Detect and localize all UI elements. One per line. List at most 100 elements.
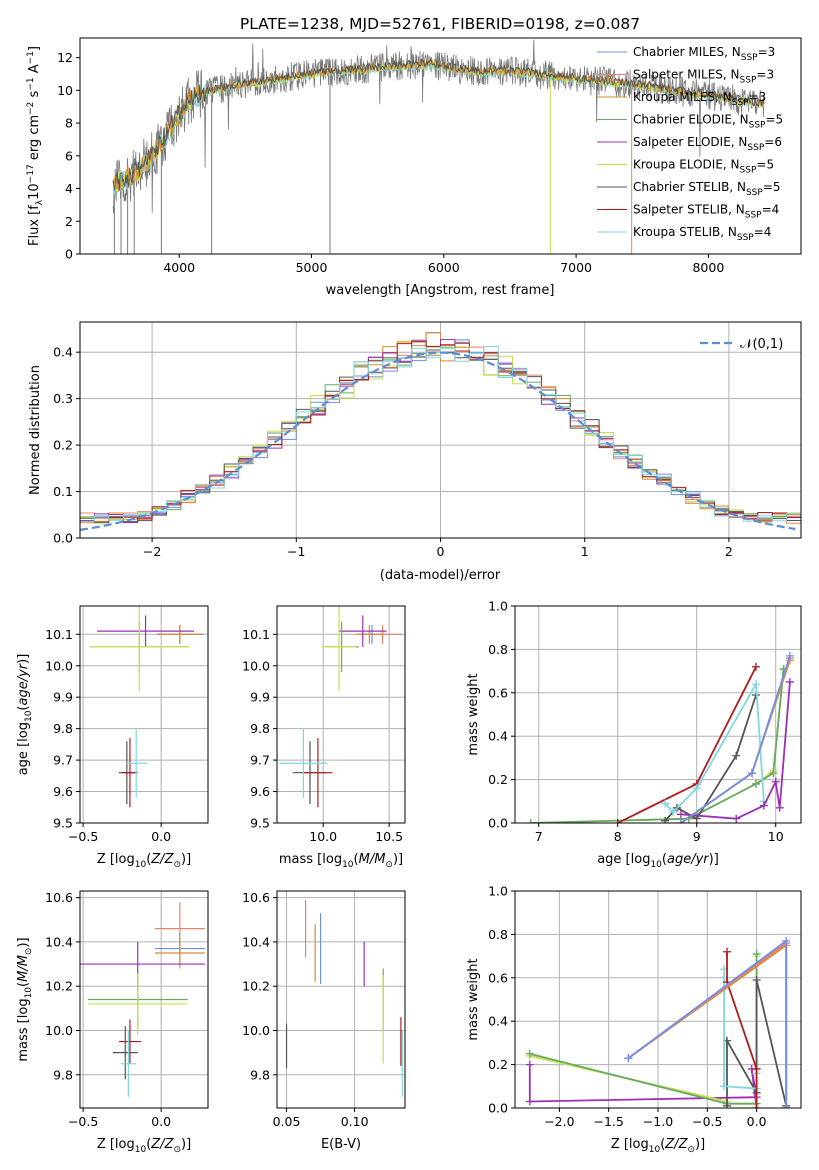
legend-label: Salpeter ELODIE, NSSP=6 xyxy=(633,135,782,153)
x-axis-label: Z [log10(Z/Z⊙)] xyxy=(97,852,191,870)
label-part: SSP xyxy=(746,188,763,198)
y-tick-label: 10.0 xyxy=(242,658,270,673)
figure-title: PLATE=1238, MJD=52761, FIBERID=0198, z=0… xyxy=(240,15,640,33)
y-axis-label: age [log10(age/yr)] xyxy=(16,654,34,776)
label-part: age/yr xyxy=(16,662,31,705)
label-part: SSP xyxy=(737,233,754,243)
y-tick-label: 0.4 xyxy=(53,345,73,360)
y-tick-label: 10.4 xyxy=(242,934,270,949)
panel-hist: −2 −1 0 1 2 0.0 0.1 0.2 0.3 0.4 𝒩(0,1) (data-model)… xyxy=(28,321,802,583)
x-tick-label: 0.05 xyxy=(273,1114,301,1129)
weight-marker xyxy=(676,819,685,823)
y-axis-label: mass [log10(M/M⊙)] xyxy=(16,937,34,1061)
weight-marker xyxy=(676,810,685,819)
weight-marker xyxy=(752,949,761,958)
y-tick-label: 1.0 xyxy=(488,599,508,614)
y-tick-label: 10.0 xyxy=(45,1023,73,1038)
errorbar-point xyxy=(97,615,194,647)
axes-frame xyxy=(79,321,802,539)
label-part: =5 xyxy=(765,113,783,127)
errorbar-point xyxy=(339,615,387,647)
axes-frame xyxy=(514,605,802,824)
y-tick-label: 0.2 xyxy=(488,1057,508,1072)
label-part: 10 xyxy=(649,1145,661,1155)
weight-marker xyxy=(759,801,768,810)
weight-line xyxy=(680,660,791,823)
y-tick-label: 10.0 xyxy=(45,658,73,673)
label-part: ⊙ xyxy=(385,860,393,870)
weight-marker xyxy=(669,808,678,817)
panel-spectrum: 4000 5000 6000 7000 8000 0 2 4 6 8 10 12 Chabrier MI… xyxy=(26,37,802,298)
y-tick-label: 9.9 xyxy=(250,690,270,705)
x-tick-label: −0.5 xyxy=(68,1114,98,1129)
weight-line xyxy=(530,668,785,823)
panel-weight_vs_Z: −2.0 −1.5 −1.0 −0.5 0.0 0.0 0.2 0.4 0.6 0.8 1.0 Z [… xyxy=(466,884,802,1155)
label-part: 10 xyxy=(24,710,34,722)
x-tick-label: 7 xyxy=(535,829,543,844)
label-part: =4 xyxy=(762,203,780,217)
label-part: ⊙ xyxy=(173,860,181,870)
weight-marker xyxy=(526,819,535,823)
label-part: =3 xyxy=(749,90,767,104)
y-tick-label: 9.8 xyxy=(53,721,73,736)
label-part: −17 xyxy=(26,164,36,183)
y-tick-label: 8 xyxy=(65,116,73,131)
label-part: 10 xyxy=(342,860,354,870)
observed-spectrum xyxy=(112,39,765,214)
x-tick-label: 10.5 xyxy=(375,829,403,844)
weight-marker xyxy=(751,680,760,689)
y-tick-label: 0.8 xyxy=(488,642,508,657)
y-tick-label: 10.4 xyxy=(45,934,73,949)
label-part: Salpeter STELIB, N xyxy=(633,203,745,217)
x-tick-label: 0.0 xyxy=(151,829,171,844)
y-tick-label: 0.4 xyxy=(488,729,508,744)
axes-frame xyxy=(79,37,802,255)
x-tick-label: 7000 xyxy=(560,260,592,275)
x-tick-label: −2 xyxy=(143,544,161,559)
label-part: 10 xyxy=(135,1145,147,1155)
label-part: Flux [f xyxy=(27,205,42,246)
errorbar-point xyxy=(158,624,202,644)
label-part: )] xyxy=(695,1137,705,1152)
label-part: ( xyxy=(146,852,151,867)
label-part: Chabrier ELODIE, N xyxy=(633,113,749,127)
errorbar-point xyxy=(279,728,328,798)
x-tick-label: 8000 xyxy=(692,260,724,275)
weight-line xyxy=(680,681,791,820)
weight-marker xyxy=(771,777,780,786)
errorbar-point xyxy=(122,738,138,808)
label-part: Z [log xyxy=(611,1137,649,1152)
x-axis-label: (data-model)/error xyxy=(380,568,501,583)
legend-label: Salpeter STELIB, NSSP=4 xyxy=(633,203,779,221)
weight-marker xyxy=(624,1054,633,1063)
panel-age_vs_Z: −0.5 0.09.59.69.79.89.910.010.1Z [log10(Z… xyxy=(16,605,209,870)
label-part: )] xyxy=(393,852,403,867)
x-tick-label: −0.5 xyxy=(692,1114,722,1129)
model-spectrum xyxy=(112,57,765,191)
label-part: Chabrier STELIB, N xyxy=(633,180,746,194)
weight-marker xyxy=(692,784,701,793)
label-part: SSP xyxy=(747,143,764,153)
y-tick-label: 10.2 xyxy=(45,979,73,994)
label-part: ( xyxy=(662,852,667,867)
weight-marker xyxy=(751,779,760,788)
x-tick-label: 0.0 xyxy=(151,1114,171,1129)
x-tick-label: 0 xyxy=(437,544,445,559)
y-tick-label: 9.8 xyxy=(250,1067,270,1082)
axes-frame xyxy=(79,605,209,824)
weight-line xyxy=(530,668,785,823)
y-tick-label: 0.6 xyxy=(488,685,508,700)
x-tick-label: −1.0 xyxy=(643,1114,673,1129)
y-tick-label: 6 xyxy=(65,148,73,163)
x-tick-label: 10.0 xyxy=(309,829,337,844)
label-part: −2 xyxy=(26,102,36,115)
y-tick-label: 9.7 xyxy=(53,753,73,768)
label-part: A xyxy=(27,64,42,77)
label-part: ⊙ xyxy=(687,1145,695,1155)
axes-frame xyxy=(276,890,406,1109)
weight-marker xyxy=(525,1049,534,1058)
x-tick-label: 0.10 xyxy=(341,1114,369,1129)
label-part: ( xyxy=(354,852,359,867)
y-axis-label: mass weight xyxy=(466,673,481,755)
